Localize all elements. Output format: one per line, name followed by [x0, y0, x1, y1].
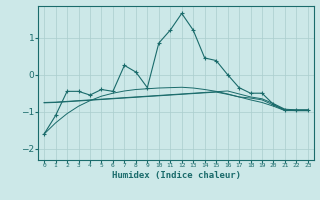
X-axis label: Humidex (Indice chaleur): Humidex (Indice chaleur): [111, 171, 241, 180]
